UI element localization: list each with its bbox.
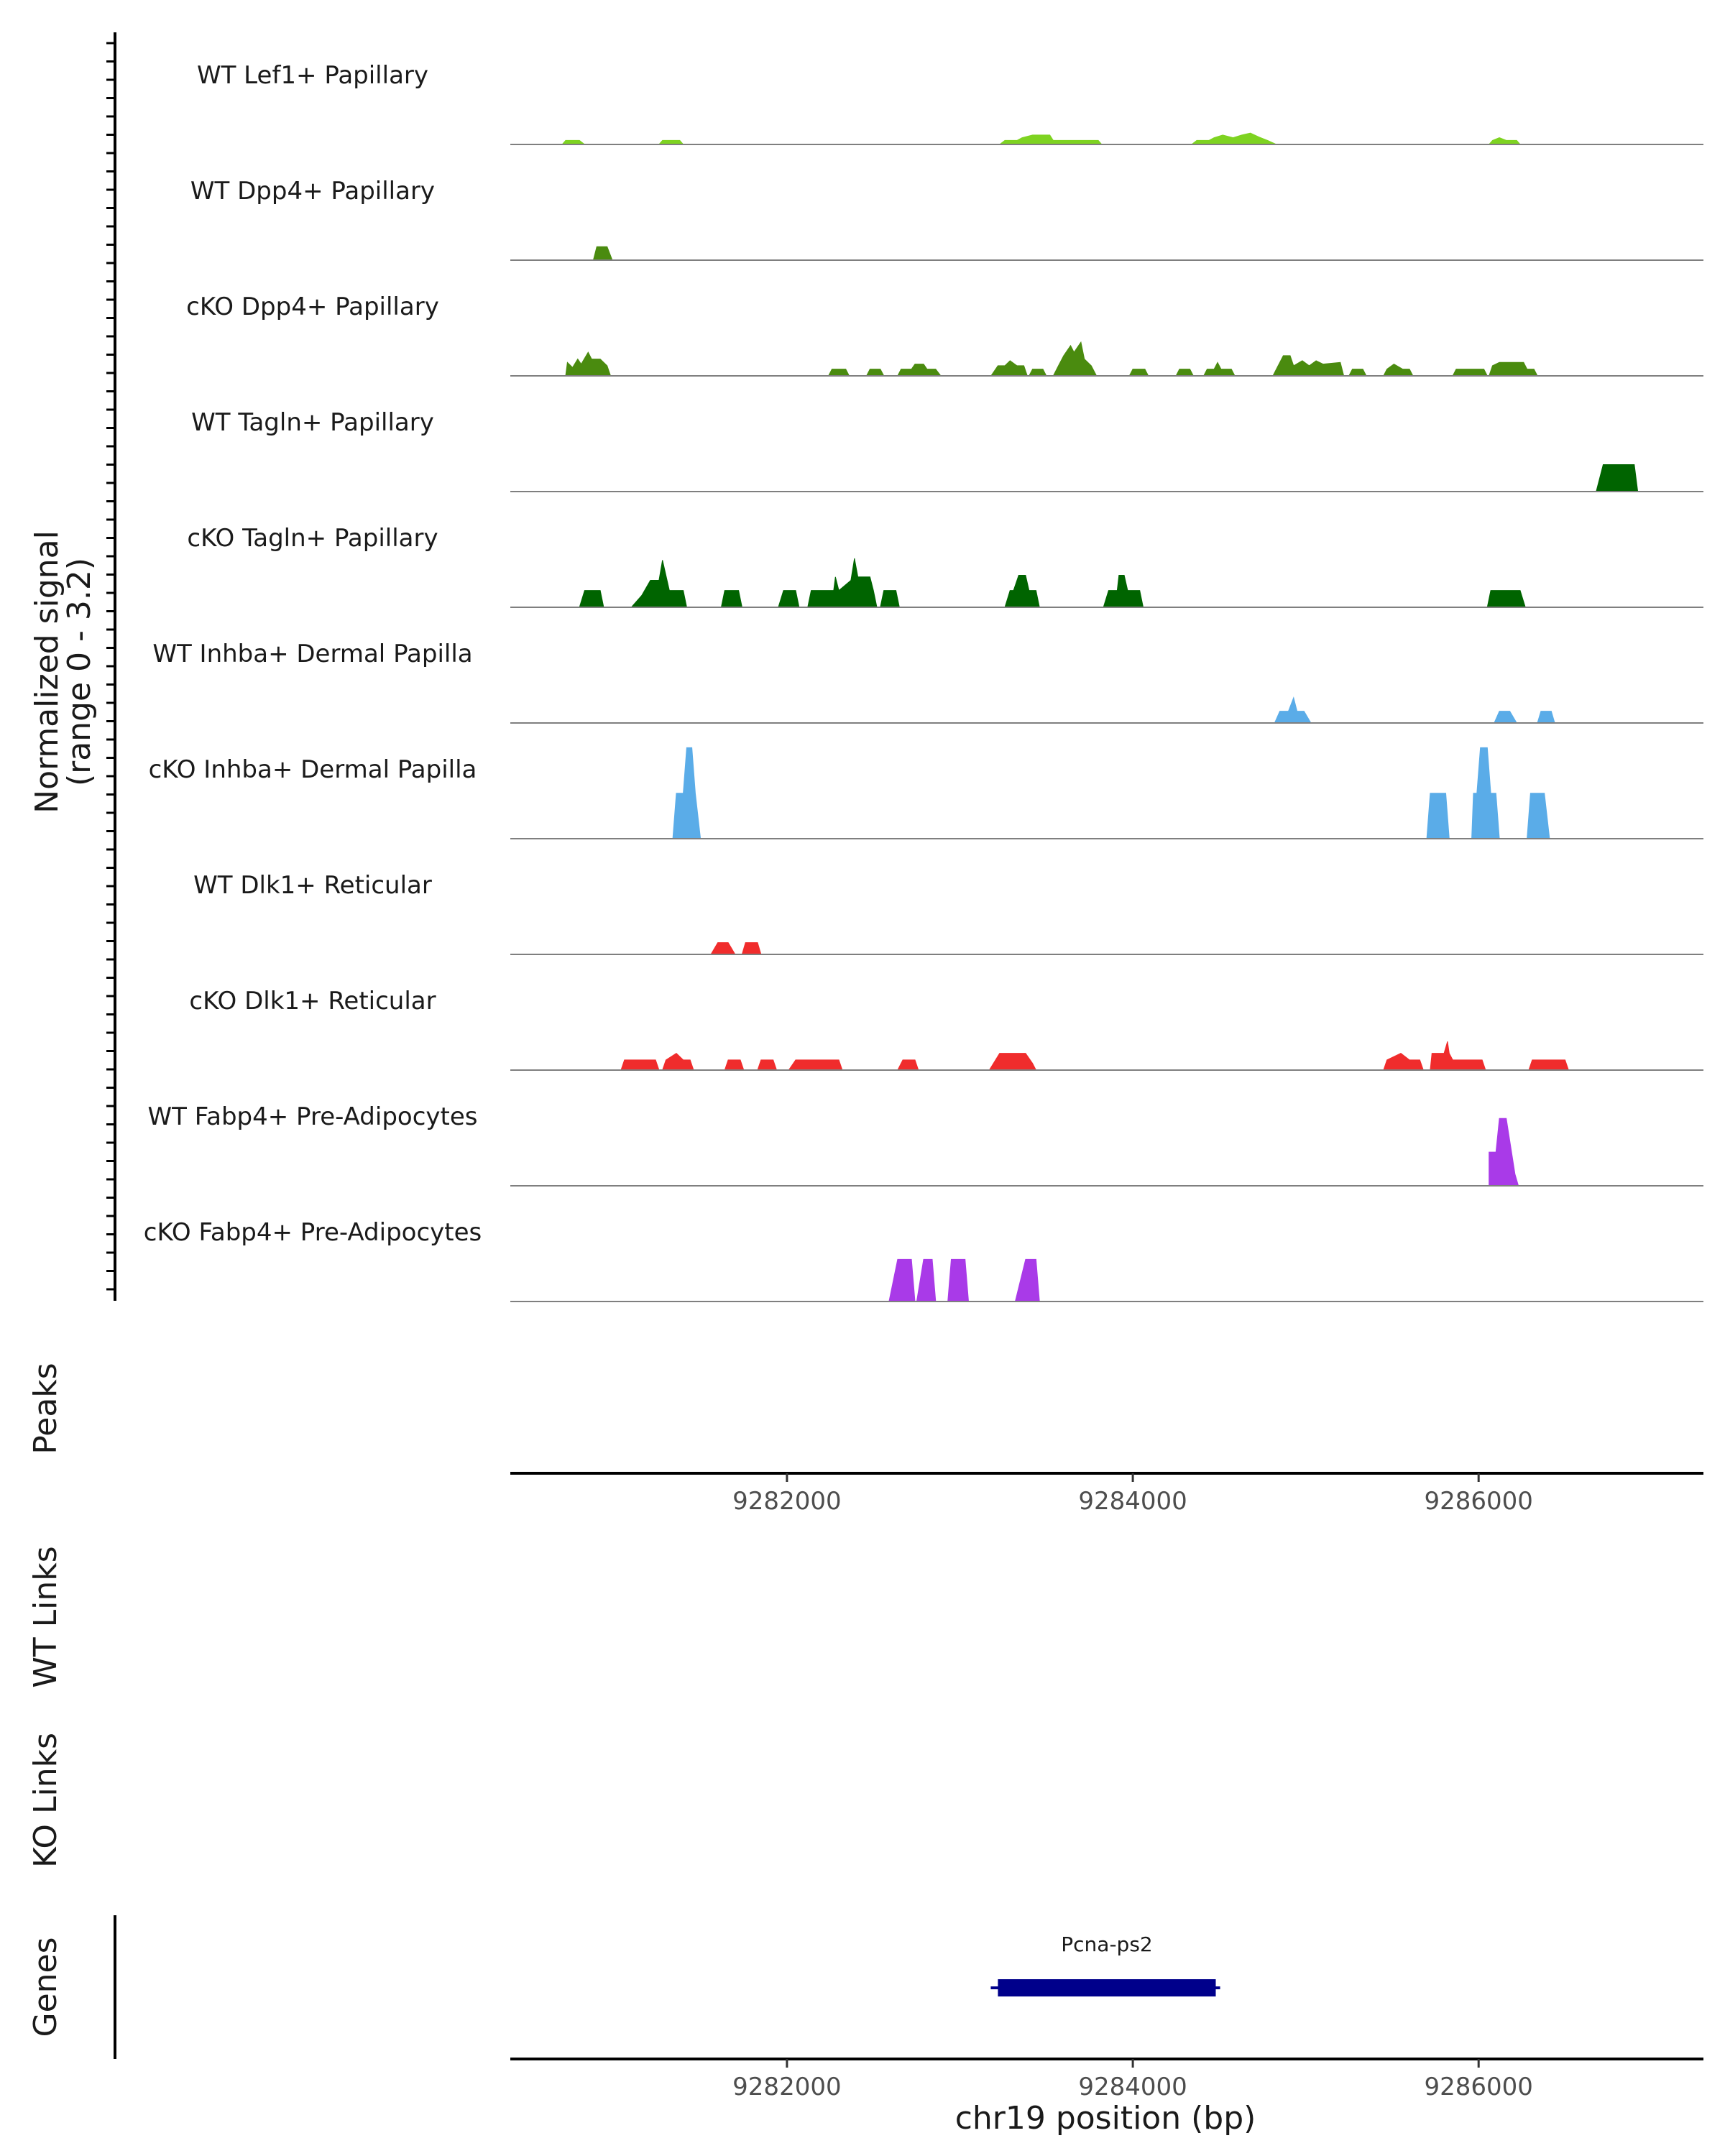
y-axis-title: Normalized signal bbox=[29, 530, 65, 814]
x-tick-label: 9282000 bbox=[732, 1487, 841, 1516]
coverage-tracks: WT Lef1+ Papillary WT Dpp4+ Papillary cKO … bbox=[144, 61, 1703, 1302]
peaks-x-axis-ticks: 9282000 9284000 9286000 bbox=[732, 1473, 1533, 1516]
track-label: cKO Fabp4+ Pre-Adipocytes bbox=[144, 1218, 482, 1247]
coverage-track: WT Tagln+ Papillary bbox=[191, 408, 1703, 492]
signal-y-axis bbox=[106, 32, 116, 1301]
gene-label: Pcna-ps2 bbox=[1061, 1932, 1152, 1956]
genes-x-axis-ticks: 9282000 9284000 9286000 bbox=[732, 2059, 1533, 2101]
coverage-area bbox=[1274, 696, 1555, 724]
y-axis-range-label: (range 0 - 3.2) bbox=[61, 558, 98, 786]
coverage-track: WT Inhba+ Dermal Papilla bbox=[152, 640, 1703, 724]
coverage-area bbox=[1596, 464, 1639, 492]
coverage-track: WT Lef1+ Papillary bbox=[197, 61, 1703, 145]
coverage-track: cKO Dpp4+ Papillary bbox=[186, 292, 1703, 377]
track-label: WT Dpp4+ Papillary bbox=[190, 177, 435, 206]
track-label: cKO Inhba+ Dermal Papilla bbox=[149, 755, 477, 784]
coverage-area bbox=[565, 341, 1538, 377]
x-tick-label: 9282000 bbox=[732, 2073, 841, 2101]
x-tick-label: 9284000 bbox=[1078, 1487, 1187, 1516]
coverage-track: WT Fabp4+ Pre-Adipocytes bbox=[148, 1102, 1703, 1187]
coverage-area bbox=[1489, 1118, 1519, 1187]
coverage-track: WT Dpp4+ Papillary bbox=[190, 177, 1703, 261]
track-label: WT Lef1+ Papillary bbox=[197, 61, 428, 90]
track-label: WT Fabp4+ Pre-Adipocytes bbox=[148, 1102, 478, 1131]
x-tick-label: 9286000 bbox=[1424, 2073, 1532, 2101]
coverage-track: cKO Fabp4+ Pre-Adipocytes bbox=[144, 1218, 1703, 1302]
gene-track: Pcna-ps2 bbox=[990, 1932, 1220, 1996]
track-label: cKO Tagln+ Papillary bbox=[187, 524, 438, 553]
track-label: cKO Dpp4+ Papillary bbox=[186, 292, 439, 321]
x-tick-label: 9286000 bbox=[1424, 1487, 1532, 1516]
track-label: cKO Dlk1+ Reticular bbox=[189, 987, 436, 1015]
track-label: WT Inhba+ Dermal Papilla bbox=[152, 640, 472, 668]
coverage-track: cKO Inhba+ Dermal Papilla bbox=[149, 747, 1703, 839]
track-label: WT Tagln+ Papillary bbox=[191, 408, 434, 437]
wt-links-section-label: WT Links bbox=[27, 1546, 64, 1687]
coverage-track: cKO Tagln+ Papillary bbox=[187, 524, 1703, 608]
x-tick-label: 9284000 bbox=[1078, 2073, 1187, 2101]
track-label: WT Dlk1+ Reticular bbox=[193, 871, 432, 900]
coverage-area bbox=[620, 1041, 1569, 1071]
signal-y-axis-ticks bbox=[106, 42, 115, 1291]
x-axis-title: chr19 position (bp) bbox=[955, 2100, 1256, 2137]
ko-links-section-label: KO Links bbox=[27, 1733, 64, 1868]
coverage-area bbox=[672, 747, 1550, 839]
genes-section-label: Genes bbox=[27, 1937, 64, 2037]
peaks-section-label: Peaks bbox=[27, 1363, 64, 1454]
coverage-track: WT Dlk1+ Reticular bbox=[193, 871, 1703, 955]
coverage-area bbox=[579, 558, 1526, 608]
coverage-track: cKO Dlk1+ Reticular bbox=[189, 987, 1703, 1071]
